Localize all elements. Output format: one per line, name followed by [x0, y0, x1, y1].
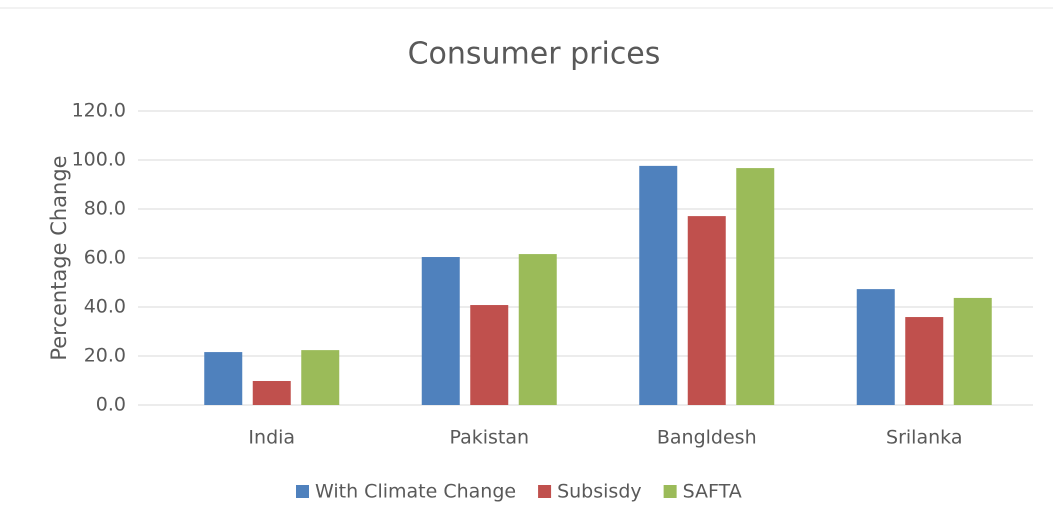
bar: [736, 168, 775, 405]
bar: [204, 352, 243, 405]
chart-title: Consumer prices: [408, 37, 661, 72]
y-tick-label: 60.0: [84, 247, 126, 269]
bar: [470, 305, 509, 405]
legend-label: Subsisdy: [557, 481, 642, 503]
bar: [518, 254, 557, 405]
x-tick-label: Bangldesh: [657, 427, 757, 449]
legend-label: SAFTA: [683, 481, 742, 503]
y-tick-label: 80.0: [84, 198, 126, 220]
y-tick-label: 120.0: [72, 100, 126, 122]
bar: [953, 297, 992, 405]
bar: [639, 165, 678, 405]
x-tick-label: Srilanka: [886, 427, 962, 449]
y-tick-label: 0.0: [96, 394, 126, 416]
y-axis-label: Percentage Change: [47, 155, 71, 360]
bar: [856, 289, 895, 405]
legend-swatch: [538, 485, 552, 498]
legend-swatch: [296, 485, 309, 498]
bar: [421, 257, 460, 405]
y-tick-label: 20.0: [84, 345, 126, 367]
legend-swatch: [663, 485, 677, 498]
y-tick-label: 100.0: [72, 149, 126, 171]
bar: [687, 216, 726, 405]
y-tick-label: 40.0: [84, 296, 126, 318]
legend-label: With Climate Change: [315, 481, 516, 503]
x-tick-label: India: [248, 427, 295, 449]
bar: [252, 380, 291, 405]
x-tick-label: Pakistan: [449, 427, 529, 449]
bar: [905, 317, 944, 405]
bar: [301, 350, 340, 405]
